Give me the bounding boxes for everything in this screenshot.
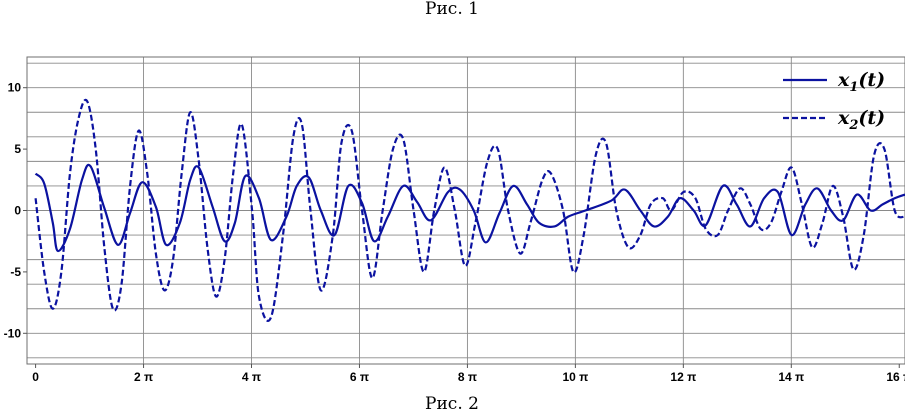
x-tick-label-8: 16 π — [886, 370, 905, 384]
ticks-layer: 0 2 π 4 π 6 π 8 π 10 π 12 π 14 π 16 π 10 5 0 -5 -10 — [4, 81, 905, 384]
y-tick-label-3: -5 — [10, 265, 21, 279]
caption-bottom: Рис. 2 — [425, 394, 479, 410]
legend-label-1: x1(t) — [837, 69, 885, 95]
x-tick-label-1: 2 π — [134, 370, 153, 384]
y-tick-label-0: 10 — [8, 81, 22, 95]
grid — [26, 57, 905, 364]
y-tick-label-4: -10 — [4, 326, 22, 340]
series-2-line — [34, 98, 905, 322]
series-1-line — [34, 163, 905, 253]
y-tick-label-2: 0 — [14, 204, 21, 218]
x-tick-label-7: 14 π — [778, 370, 804, 384]
legend-label-2: x2(t) — [837, 107, 885, 133]
x-tick-label-5: 10 π — [562, 370, 588, 384]
x-tick-label-0: 0 — [32, 370, 39, 384]
y-tick-label-1: 5 — [14, 142, 21, 156]
series-layer — [34, 98, 905, 322]
x-tick-label-2: 4 π — [242, 370, 261, 384]
x-tick-label-4: 8 π — [458, 370, 477, 384]
legend: x1(t) x2(t) — [783, 69, 885, 133]
caption-top: Рис. 1 — [425, 0, 479, 19]
x-tick-label-3: 6 π — [350, 370, 369, 384]
x-tick-label-6: 12 π — [670, 370, 696, 384]
